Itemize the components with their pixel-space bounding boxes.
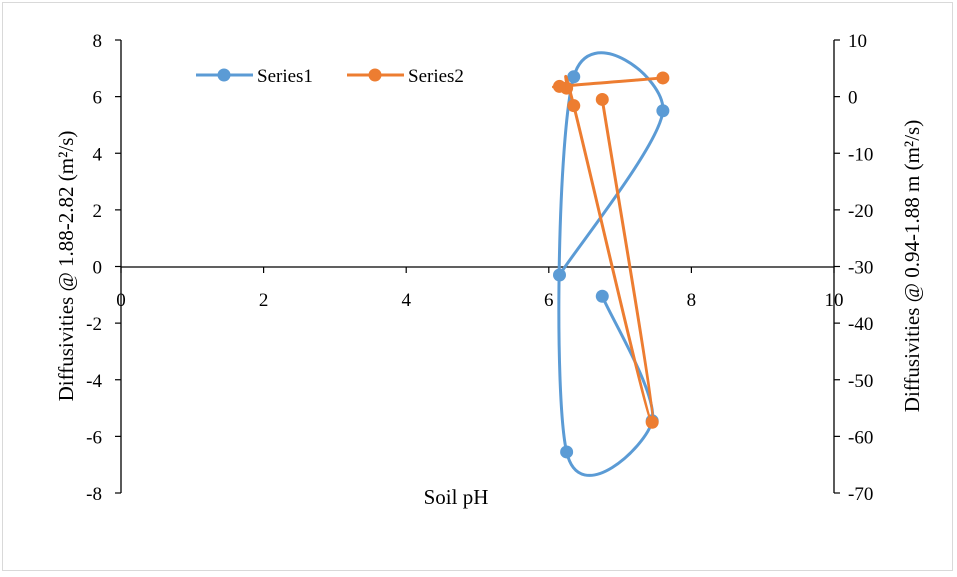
legend-marker-series2	[368, 68, 382, 82]
right-y-tick-label: -10	[848, 144, 873, 165]
series-1-point	[656, 104, 670, 118]
x-tick-label: 8	[687, 290, 697, 311]
legend: Series1 Series2	[196, 66, 464, 87]
left-y-axis-title: Diffusivities @ 1.88-2.82 (m²/s)	[54, 131, 78, 402]
legend-label-series1: Series1	[257, 66, 313, 87]
series-2-point	[567, 99, 581, 113]
right-y-tick-label: 0	[848, 88, 858, 109]
series-1-point	[567, 70, 581, 84]
right-y-axis-title: Diffusivities @ 0.94-1.88 m (m²/s)	[900, 120, 924, 412]
series-2-point	[552, 79, 566, 93]
series-group	[552, 51, 670, 477]
left-y-tick-label: 6	[93, 88, 103, 109]
legend-item-series1: Series1	[196, 66, 313, 87]
legend-item-series2: Series2	[347, 66, 464, 87]
series-2-point	[595, 92, 609, 106]
series-2-line	[552, 75, 665, 424]
left-y-tick-label: -8	[86, 484, 102, 505]
left-y-tick-label: -4	[86, 371, 102, 392]
series-1-point	[595, 289, 609, 303]
chart-frame: 0 2 4 6 8 10 8 6 4 2 0 -2 -4 -6 -8 10 0 -10 -20 -30 -40 -50 -6…	[2, 2, 953, 571]
left-y-tick-label: 4	[93, 144, 103, 165]
x-tick-label: 6	[544, 290, 554, 311]
right-y-tick-label: -30	[848, 258, 873, 279]
right-y-tick-label: -40	[848, 314, 873, 335]
chart-svg: 0 2 4 6 8 10 8 6 4 2 0 -2 -4 -6 -8 10 0 -10 -20 -30 -40 -50 -6…	[54, 31, 924, 509]
left-y-tick-label: 0	[93, 258, 103, 279]
x-tick-label: 0	[116, 290, 126, 311]
x-tick-label: 10	[825, 290, 844, 311]
series-1-point	[560, 445, 574, 459]
x-tick-label: 2	[259, 290, 269, 311]
x-tick-label: 4	[401, 290, 411, 311]
series-2-point	[656, 71, 670, 85]
right-y-tick-label: -20	[848, 201, 873, 222]
right-y-tick-label: -60	[848, 427, 873, 448]
legend-label-series2: Series2	[408, 66, 464, 87]
series-2-point	[645, 415, 659, 429]
series-2	[552, 71, 670, 429]
left-y-tick-label: 8	[93, 31, 103, 52]
right-y-tick-label: 10	[848, 31, 867, 52]
x-axis-title: Soil pH	[424, 485, 489, 509]
left-y-tick-label: 2	[93, 201, 103, 222]
right-y-tick-label: -50	[848, 371, 873, 392]
left-y-tick-label: -6	[86, 427, 102, 448]
ticks-group: 0 2 4 6 8 10 8 6 4 2 0 -2 -4 -6 -8 10 0 -10 -20 -30 -40 -50 -6…	[86, 31, 873, 505]
right-y-tick-label: -70	[848, 484, 873, 505]
series-1-point	[552, 268, 566, 282]
left-y-tick-label: -2	[86, 314, 102, 335]
legend-marker-series1	[217, 68, 231, 82]
